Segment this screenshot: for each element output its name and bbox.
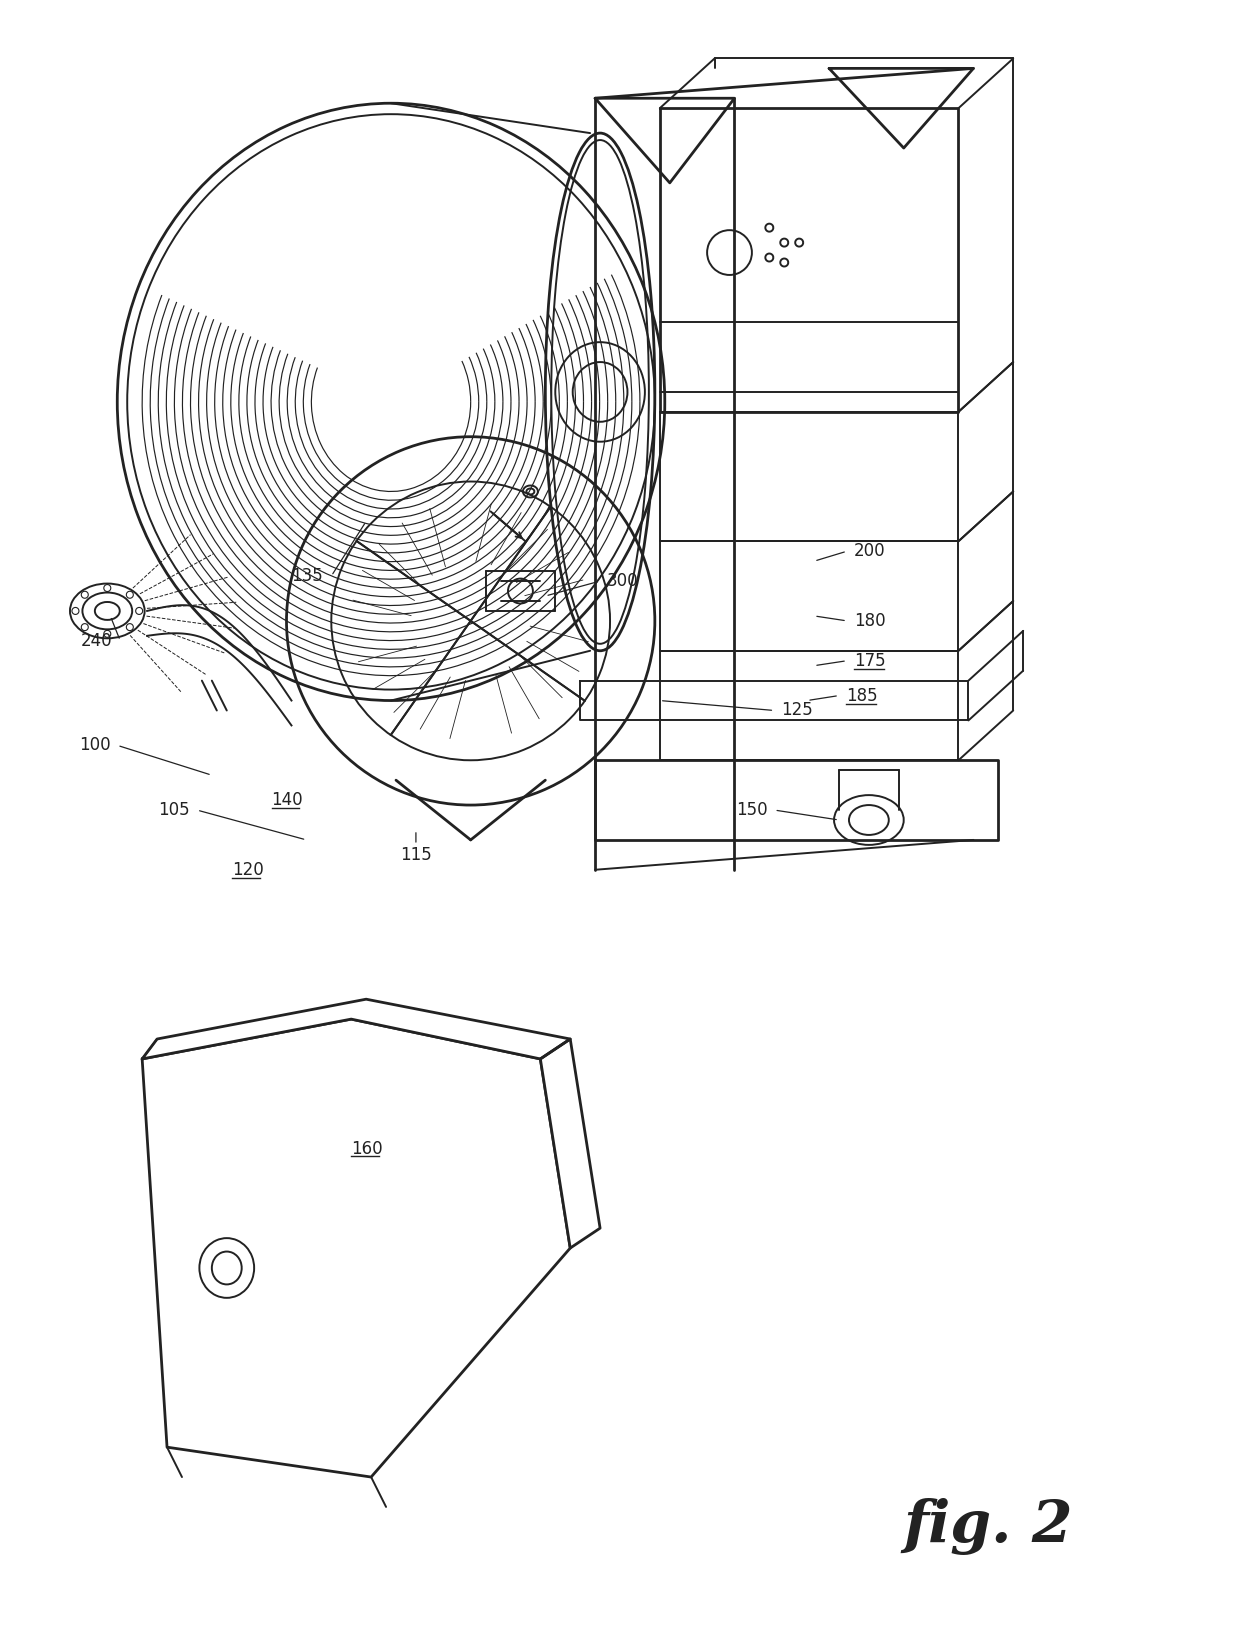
Text: 175: 175 bbox=[854, 652, 885, 670]
Text: 135: 135 bbox=[291, 567, 324, 585]
Text: 120: 120 bbox=[232, 860, 263, 879]
Text: 125: 125 bbox=[781, 701, 813, 720]
Text: 185: 185 bbox=[846, 687, 878, 705]
Polygon shape bbox=[541, 1039, 600, 1247]
Text: 150: 150 bbox=[735, 801, 768, 820]
Text: 160: 160 bbox=[351, 1139, 383, 1157]
Text: 115: 115 bbox=[401, 846, 432, 864]
Text: 200: 200 bbox=[854, 543, 885, 561]
Text: 180: 180 bbox=[854, 611, 885, 629]
Text: 300: 300 bbox=[608, 572, 639, 590]
Text: 240: 240 bbox=[81, 631, 113, 649]
Text: 140: 140 bbox=[272, 792, 304, 810]
Text: 100: 100 bbox=[78, 736, 110, 754]
Text: fig. 2: fig. 2 bbox=[904, 1498, 1073, 1555]
Text: 105: 105 bbox=[159, 801, 190, 820]
Polygon shape bbox=[143, 1000, 570, 1059]
Polygon shape bbox=[143, 1019, 570, 1477]
